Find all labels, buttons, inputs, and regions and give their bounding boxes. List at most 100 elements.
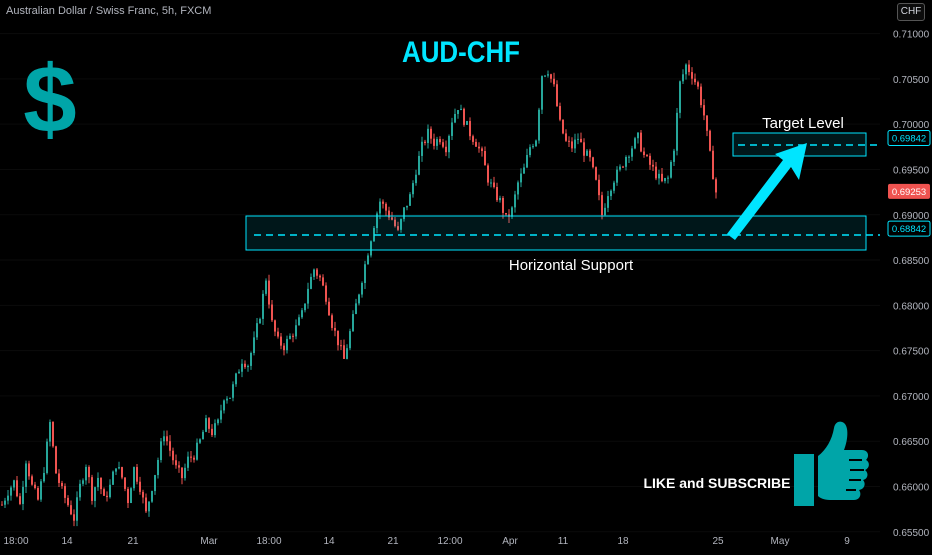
candle-body (31, 476, 33, 485)
candle-body (559, 106, 561, 120)
candle-body (157, 460, 159, 476)
candle-body (703, 105, 705, 116)
price-label: 0.69842 (887, 129, 931, 146)
candle-body (253, 337, 255, 353)
candle-body (613, 182, 615, 191)
candle-body (358, 294, 360, 304)
candle-body (520, 173, 522, 183)
price-axis[interactable]: 0.71000 0.70500 0.70000 0.69500 0.69000 0.685… (893, 30, 930, 539)
candle-body (610, 190, 612, 197)
candle-body (550, 74, 552, 79)
y-tick-label: 0.67500 (893, 347, 930, 358)
candle-body (127, 488, 129, 504)
candle-body (604, 207, 606, 216)
candle-body (496, 187, 498, 201)
candle-body (274, 320, 276, 332)
y-tick-label: 0.67000 (893, 392, 930, 403)
candle-body (409, 194, 411, 206)
candle-body (217, 419, 219, 424)
candle-body (34, 484, 36, 489)
candle-body (607, 196, 609, 208)
candle-body (340, 345, 342, 347)
candle-body (517, 182, 519, 195)
price-label: 0.68842 (887, 220, 931, 237)
candle-body (652, 164, 654, 167)
candle-body (430, 128, 432, 139)
x-tick-label: 14 (323, 536, 335, 547)
candle-body (223, 400, 225, 411)
y-tick-label: 0.66500 (893, 437, 930, 448)
candle-body (649, 155, 651, 165)
candle-body (91, 477, 93, 501)
svg-text:$: $ (23, 46, 76, 153)
candle-body (85, 466, 87, 481)
candle-body (634, 138, 636, 149)
candle-body (40, 481, 42, 500)
candle-body (202, 431, 204, 440)
candle-body (685, 64, 687, 75)
candle-body (463, 108, 465, 125)
candle-body (589, 150, 591, 158)
candle-body (592, 157, 594, 168)
x-tick-label: 9 (844, 536, 850, 547)
support-zone-rect[interactable] (245, 215, 867, 251)
candle-body (250, 352, 252, 366)
candle-body (352, 314, 354, 332)
candle-body (22, 486, 24, 504)
candle-body (1, 504, 3, 506)
candle-body (628, 156, 630, 158)
candle-body (304, 303, 306, 311)
candle-body (391, 217, 393, 220)
candle-body (52, 421, 54, 447)
candle-body (577, 138, 579, 140)
candle-body (355, 303, 357, 315)
time-axis[interactable]: 18:00 14 21 Mar 18:00 14 21 12:00 Apr 11 18 25 May 9 (3, 536, 850, 547)
candle-body (541, 76, 543, 110)
candle-body (73, 514, 75, 521)
candle-body (433, 138, 435, 146)
candle-body (676, 112, 678, 151)
candle-body (244, 363, 246, 368)
candle-body (424, 141, 426, 143)
candle-body (715, 179, 717, 193)
candle-body (670, 161, 672, 178)
currency-badge[interactable]: CHF (897, 3, 925, 21)
y-tick-label: 0.70500 (893, 75, 930, 86)
candle-body (331, 315, 333, 328)
candle-body (112, 471, 114, 485)
candle-body (172, 450, 174, 461)
candle-body (667, 177, 669, 179)
candle-body (421, 141, 423, 156)
candle-body (436, 139, 438, 146)
candle-body (313, 269, 315, 277)
candle-body (115, 468, 117, 472)
candle-body (28, 463, 30, 477)
candle-body (247, 365, 249, 368)
candle-body (7, 495, 9, 501)
candle-body (184, 467, 186, 479)
candle-body (595, 167, 597, 180)
candle-body (43, 472, 45, 482)
candle-body (529, 147, 531, 156)
candle-body (61, 482, 63, 487)
candle-body (694, 78, 696, 83)
candle-body (445, 146, 447, 153)
candle-body (490, 182, 492, 184)
y-tick-label: 0.70000 (893, 120, 930, 131)
candle-body (679, 81, 681, 113)
candle-body (169, 441, 171, 451)
candle-body (16, 480, 18, 497)
target-arrow (727, 143, 807, 240)
candle-body (511, 207, 513, 217)
candle-body (310, 276, 312, 289)
candle-body (427, 128, 429, 143)
candle-body (382, 201, 384, 204)
candle-body (268, 280, 270, 305)
candle-body (535, 140, 537, 147)
candle-body (631, 148, 633, 157)
candle-body (562, 119, 564, 134)
candle-body (322, 277, 324, 286)
candle-body (688, 64, 690, 73)
